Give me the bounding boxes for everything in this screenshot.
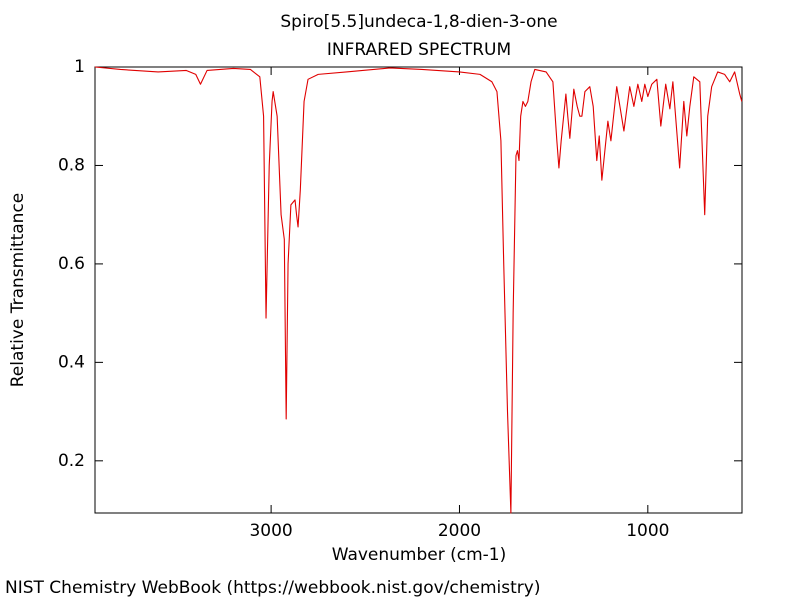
x-tick-label: 1000	[626, 521, 669, 541]
plot-frame	[94, 66, 743, 514]
y-tick-label: 0.4	[58, 352, 85, 372]
x-tick-label: 2000	[438, 521, 481, 541]
y-tick-label: 0.6	[58, 254, 85, 274]
y-axis-label: Relative Transmittance	[8, 193, 28, 388]
spectrum-line	[94, 66, 743, 514]
footer: NIST Chemistry WebBook (https://webbook.…	[5, 578, 540, 598]
x-tick-label: 3000	[249, 521, 292, 541]
chart-subtitle: INFRARED SPECTRUM	[327, 40, 511, 60]
chart-title: Spiro[5.5]undeca-1,8-dien-3-one	[280, 12, 557, 32]
y-tick-label: 1	[74, 57, 85, 77]
x-axis-label: Wavenumber (cm-1)	[332, 545, 507, 565]
y-tick-label: 0.2	[58, 451, 85, 471]
y-tick-label: 0.8	[58, 155, 85, 175]
